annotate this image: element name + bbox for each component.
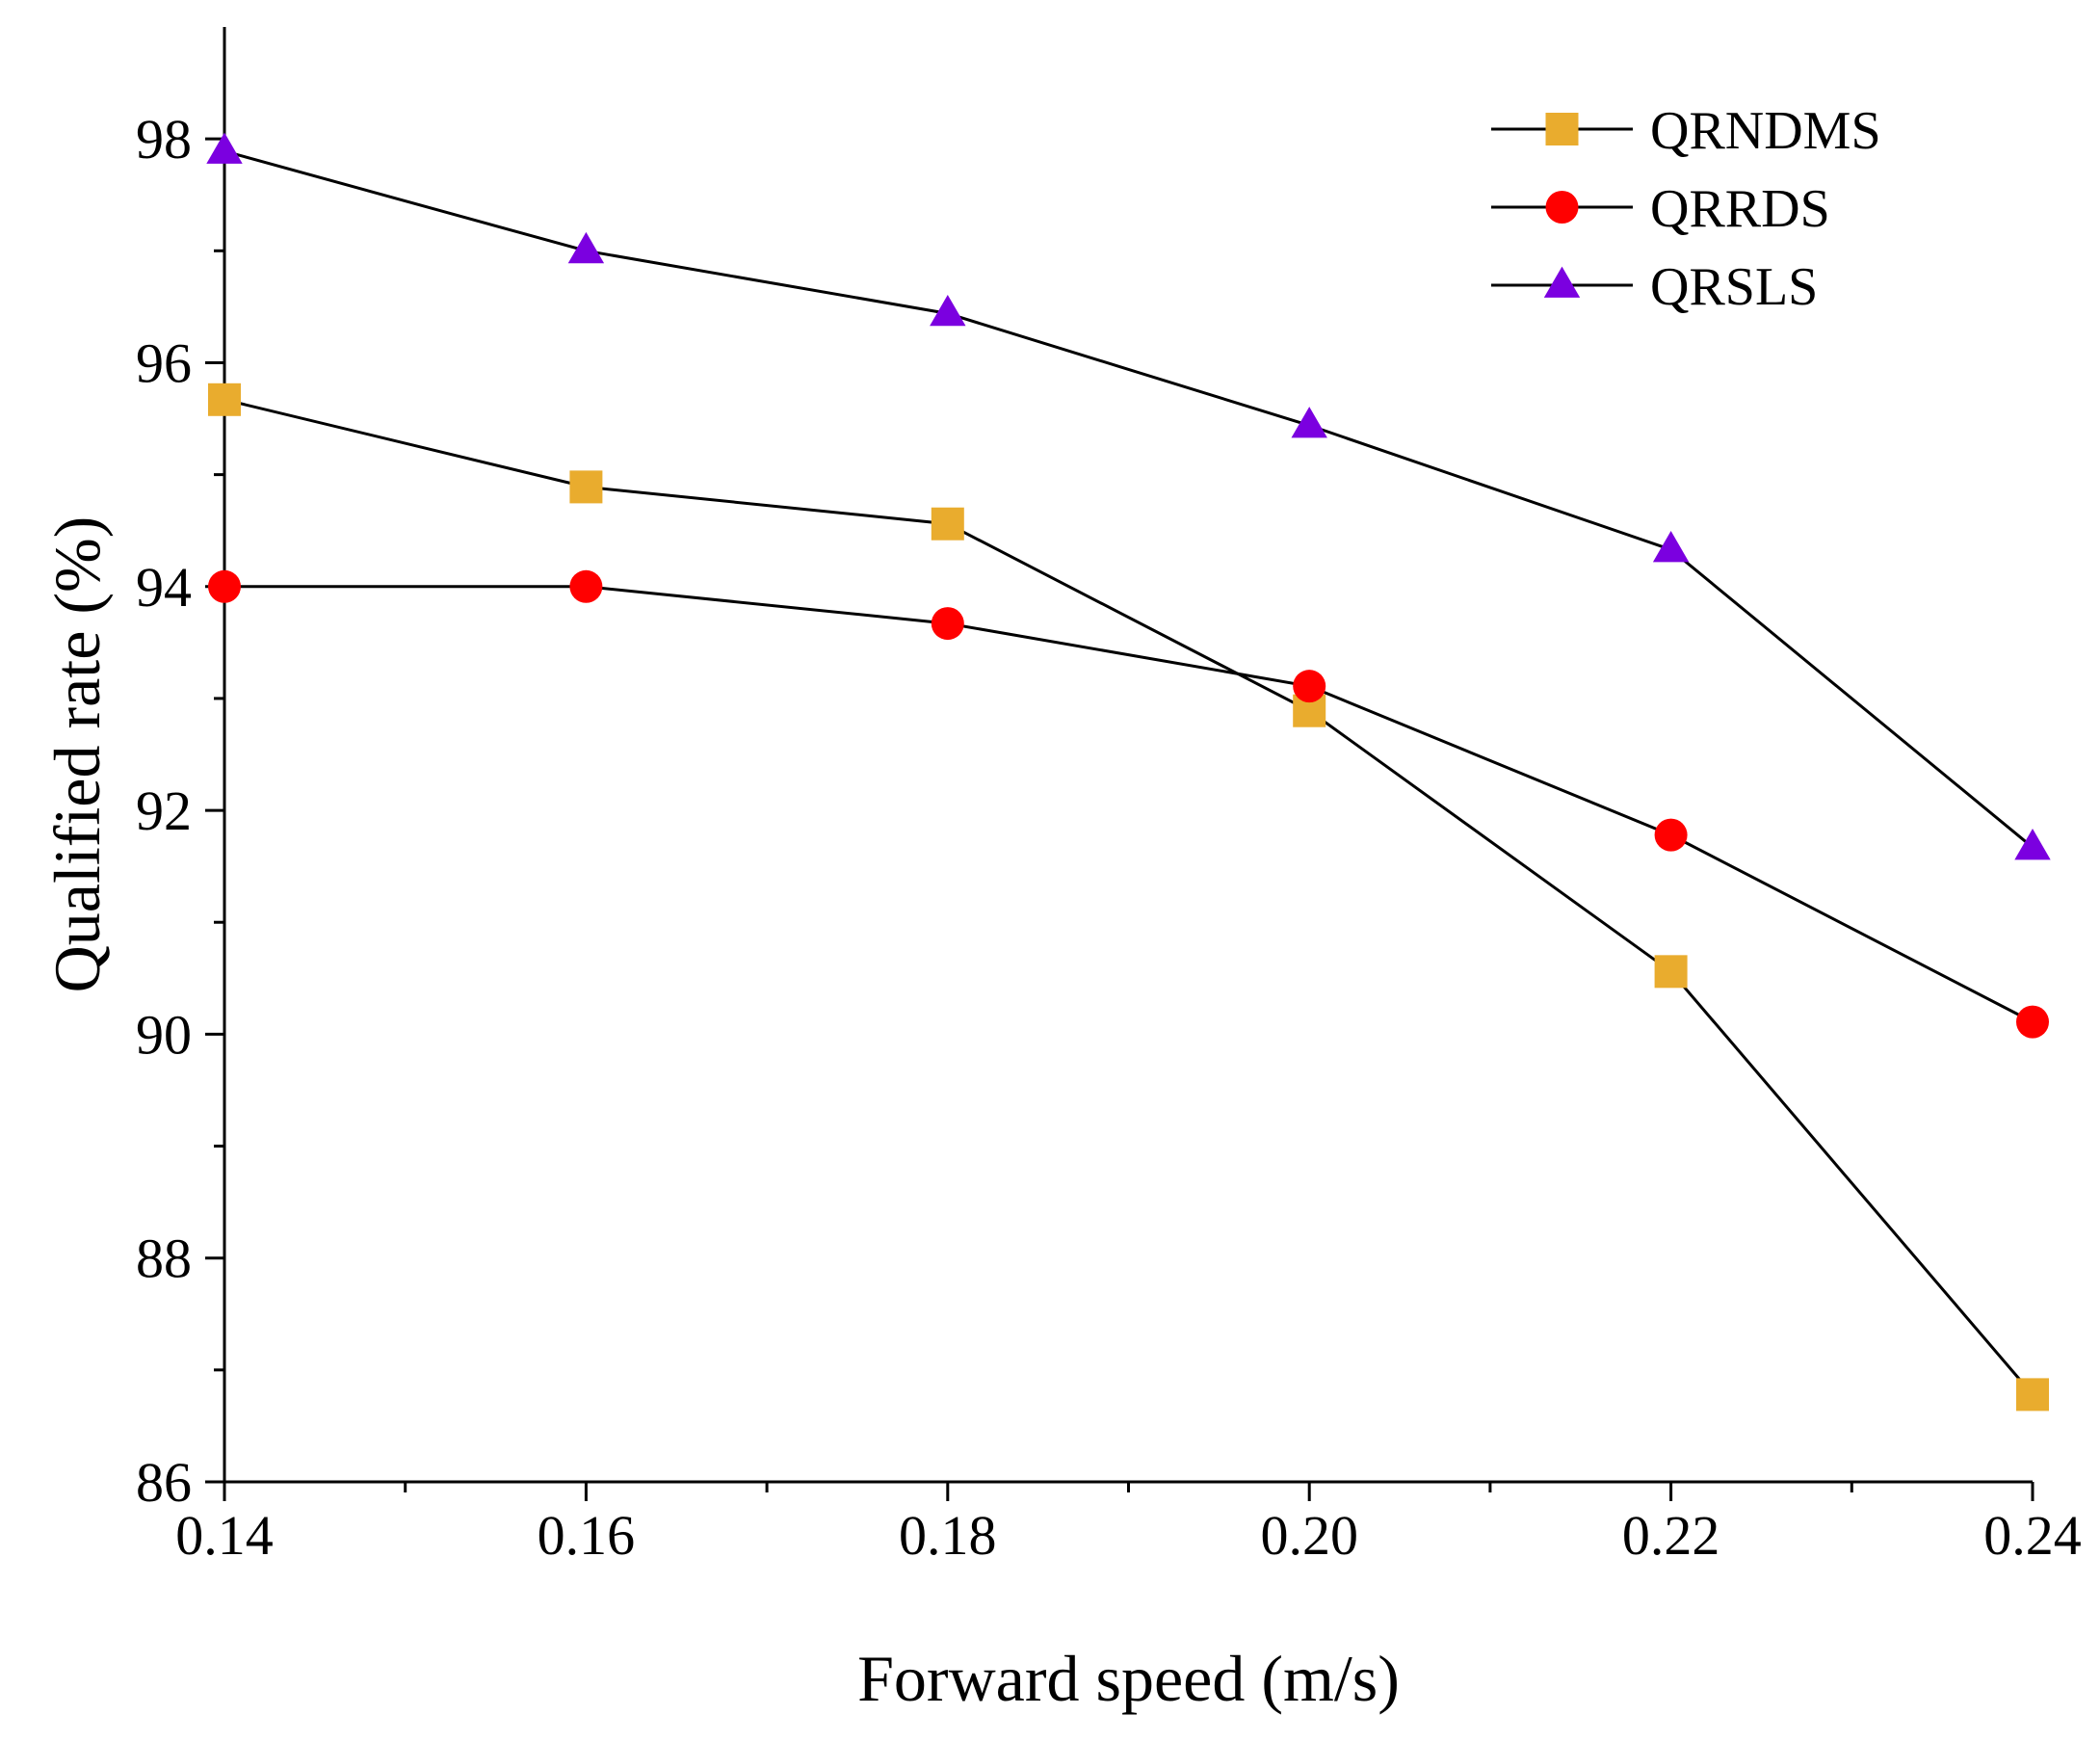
- y-axis-title: Qualified rate (%): [40, 516, 114, 993]
- series-line: [223, 149, 2034, 849]
- legend-item-qrrds: QRRDS: [1491, 179, 1830, 239]
- data-point: [1291, 407, 1327, 438]
- series-group: [206, 132, 2051, 1412]
- data-point: [2014, 829, 2051, 860]
- data-point: [1652, 531, 1690, 563]
- legend: QRNDMS QRRDS QRSLS: [1491, 101, 1881, 317]
- data-point: [931, 507, 964, 541]
- data-point: [1654, 955, 1688, 989]
- data-point: [1654, 818, 1688, 852]
- legend-item-qrsls: QRSLS: [1491, 257, 1818, 317]
- series-qrndms: [208, 383, 2049, 1412]
- x-tick-label: 0.20: [1260, 1504, 1358, 1567]
- legend-marker: [1545, 113, 1579, 145]
- legend-label: QRRDS: [1650, 179, 1830, 239]
- x-tick-label: 0.14: [175, 1504, 274, 1567]
- x-tick-label: 0.22: [1622, 1504, 1720, 1567]
- data-point: [567, 231, 605, 264]
- legend-label: QRNDMS: [1650, 101, 1881, 161]
- data-point: [2016, 1378, 2049, 1412]
- data-point: [930, 294, 966, 327]
- data-point: [569, 569, 603, 603]
- x-axis-title: Forward speed (m/s): [857, 1642, 1400, 1715]
- x-tick-label: 0.18: [899, 1504, 997, 1567]
- data-point: [206, 132, 243, 164]
- x-ticks: 0.14 0.16 0.18 0.20 0.22 0.24: [175, 1482, 2082, 1567]
- data-point: [569, 470, 603, 504]
- axes: [223, 27, 2033, 1484]
- y-tick-label: 94: [136, 556, 192, 619]
- y-tick-label: 88: [136, 1227, 192, 1290]
- y-tick-label: 86: [136, 1451, 192, 1514]
- series-line: [223, 398, 2034, 1396]
- legend-marker: [1545, 191, 1579, 224]
- legend-item-qrndms: QRNDMS: [1491, 101, 1881, 161]
- series-qrsls: [206, 132, 2051, 860]
- data-point: [931, 607, 964, 641]
- x-tick-label: 0.16: [538, 1504, 636, 1567]
- series-line: [224, 585, 2034, 1023]
- y-tick-label: 96: [136, 331, 192, 394]
- y-tick-label: 90: [136, 1003, 192, 1066]
- y-tick-label: 98: [136, 108, 192, 171]
- data-point: [208, 383, 241, 416]
- data-point: [1293, 670, 1326, 703]
- legend-label: QRSLS: [1650, 257, 1818, 317]
- y-ticks: 86 88 90 92 94 96 98: [136, 108, 224, 1514]
- data-point: [208, 569, 241, 603]
- data-point: [2016, 1005, 2049, 1039]
- y-tick-label: 92: [136, 779, 192, 842]
- legend-marker: [1543, 266, 1581, 298]
- series-qrrds: [208, 569, 2049, 1039]
- x-tick-label: 0.24: [1983, 1504, 2082, 1567]
